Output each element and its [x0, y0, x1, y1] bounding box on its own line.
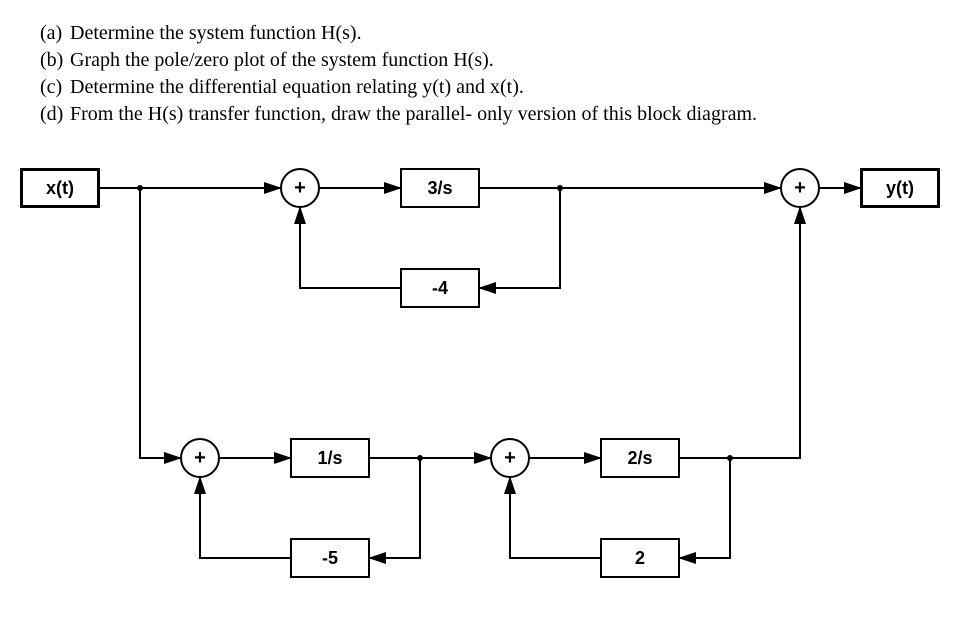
block-label: -4 — [432, 278, 448, 299]
block-label: -5 — [322, 548, 338, 569]
block-label: 3/s — [427, 178, 452, 199]
question-text: Determine the system function H(s). — [70, 20, 362, 47]
branch-node — [417, 455, 423, 461]
gain-block-bottom-right-feedback: 2 — [600, 538, 680, 578]
output-label: y(t) — [886, 178, 914, 199]
block-diagram: x(t) y(t) + + + + 3/s -4 1/s -5 2/s 2 — [20, 158, 960, 588]
gain-block-bottom-right-forward: 2/s — [600, 438, 680, 478]
output-terminal: y(t) — [860, 168, 940, 208]
summing-junction: + — [280, 168, 320, 208]
branch-node — [137, 185, 143, 191]
summing-junction: + — [490, 438, 530, 478]
block-label: 2/s — [627, 448, 652, 469]
gain-block-bottom-left-forward: 1/s — [290, 438, 370, 478]
gain-block-top-feedback: -4 — [400, 268, 480, 308]
summer-symbol: + — [194, 447, 206, 470]
question-list: (a) Determine the system function H(s). … — [40, 20, 959, 128]
question-label: (c) — [40, 74, 70, 101]
branch-node — [727, 455, 733, 461]
branch-node — [557, 185, 563, 191]
question-text: Graph the pole/zero plot of the system f… — [70, 47, 494, 74]
question-item: (a) Determine the system function H(s). — [40, 20, 959, 47]
input-label: x(t) — [46, 178, 74, 199]
question-label: (b) — [40, 47, 70, 74]
gain-block-top-forward: 3/s — [400, 168, 480, 208]
summer-symbol: + — [294, 177, 306, 200]
question-text: Determine the differential equation rela… — [70, 74, 524, 101]
question-label: (d) — [40, 101, 70, 128]
summing-junction: + — [780, 168, 820, 208]
question-item: (c) Determine the differential equation … — [40, 74, 959, 101]
summer-symbol: + — [794, 177, 806, 200]
question-text: From the H(s) transfer function, draw th… — [70, 101, 757, 128]
question-label: (a) — [40, 20, 70, 47]
block-label: 2 — [635, 548, 645, 569]
summer-symbol: + — [504, 447, 516, 470]
gain-block-bottom-left-feedback: -5 — [290, 538, 370, 578]
summing-junction: + — [180, 438, 220, 478]
diagram-wires — [20, 158, 960, 588]
input-terminal: x(t) — [20, 168, 100, 208]
question-item: (b) Graph the pole/zero plot of the syst… — [40, 47, 959, 74]
block-label: 1/s — [317, 448, 342, 469]
question-item: (d) From the H(s) transfer function, dra… — [40, 101, 959, 128]
